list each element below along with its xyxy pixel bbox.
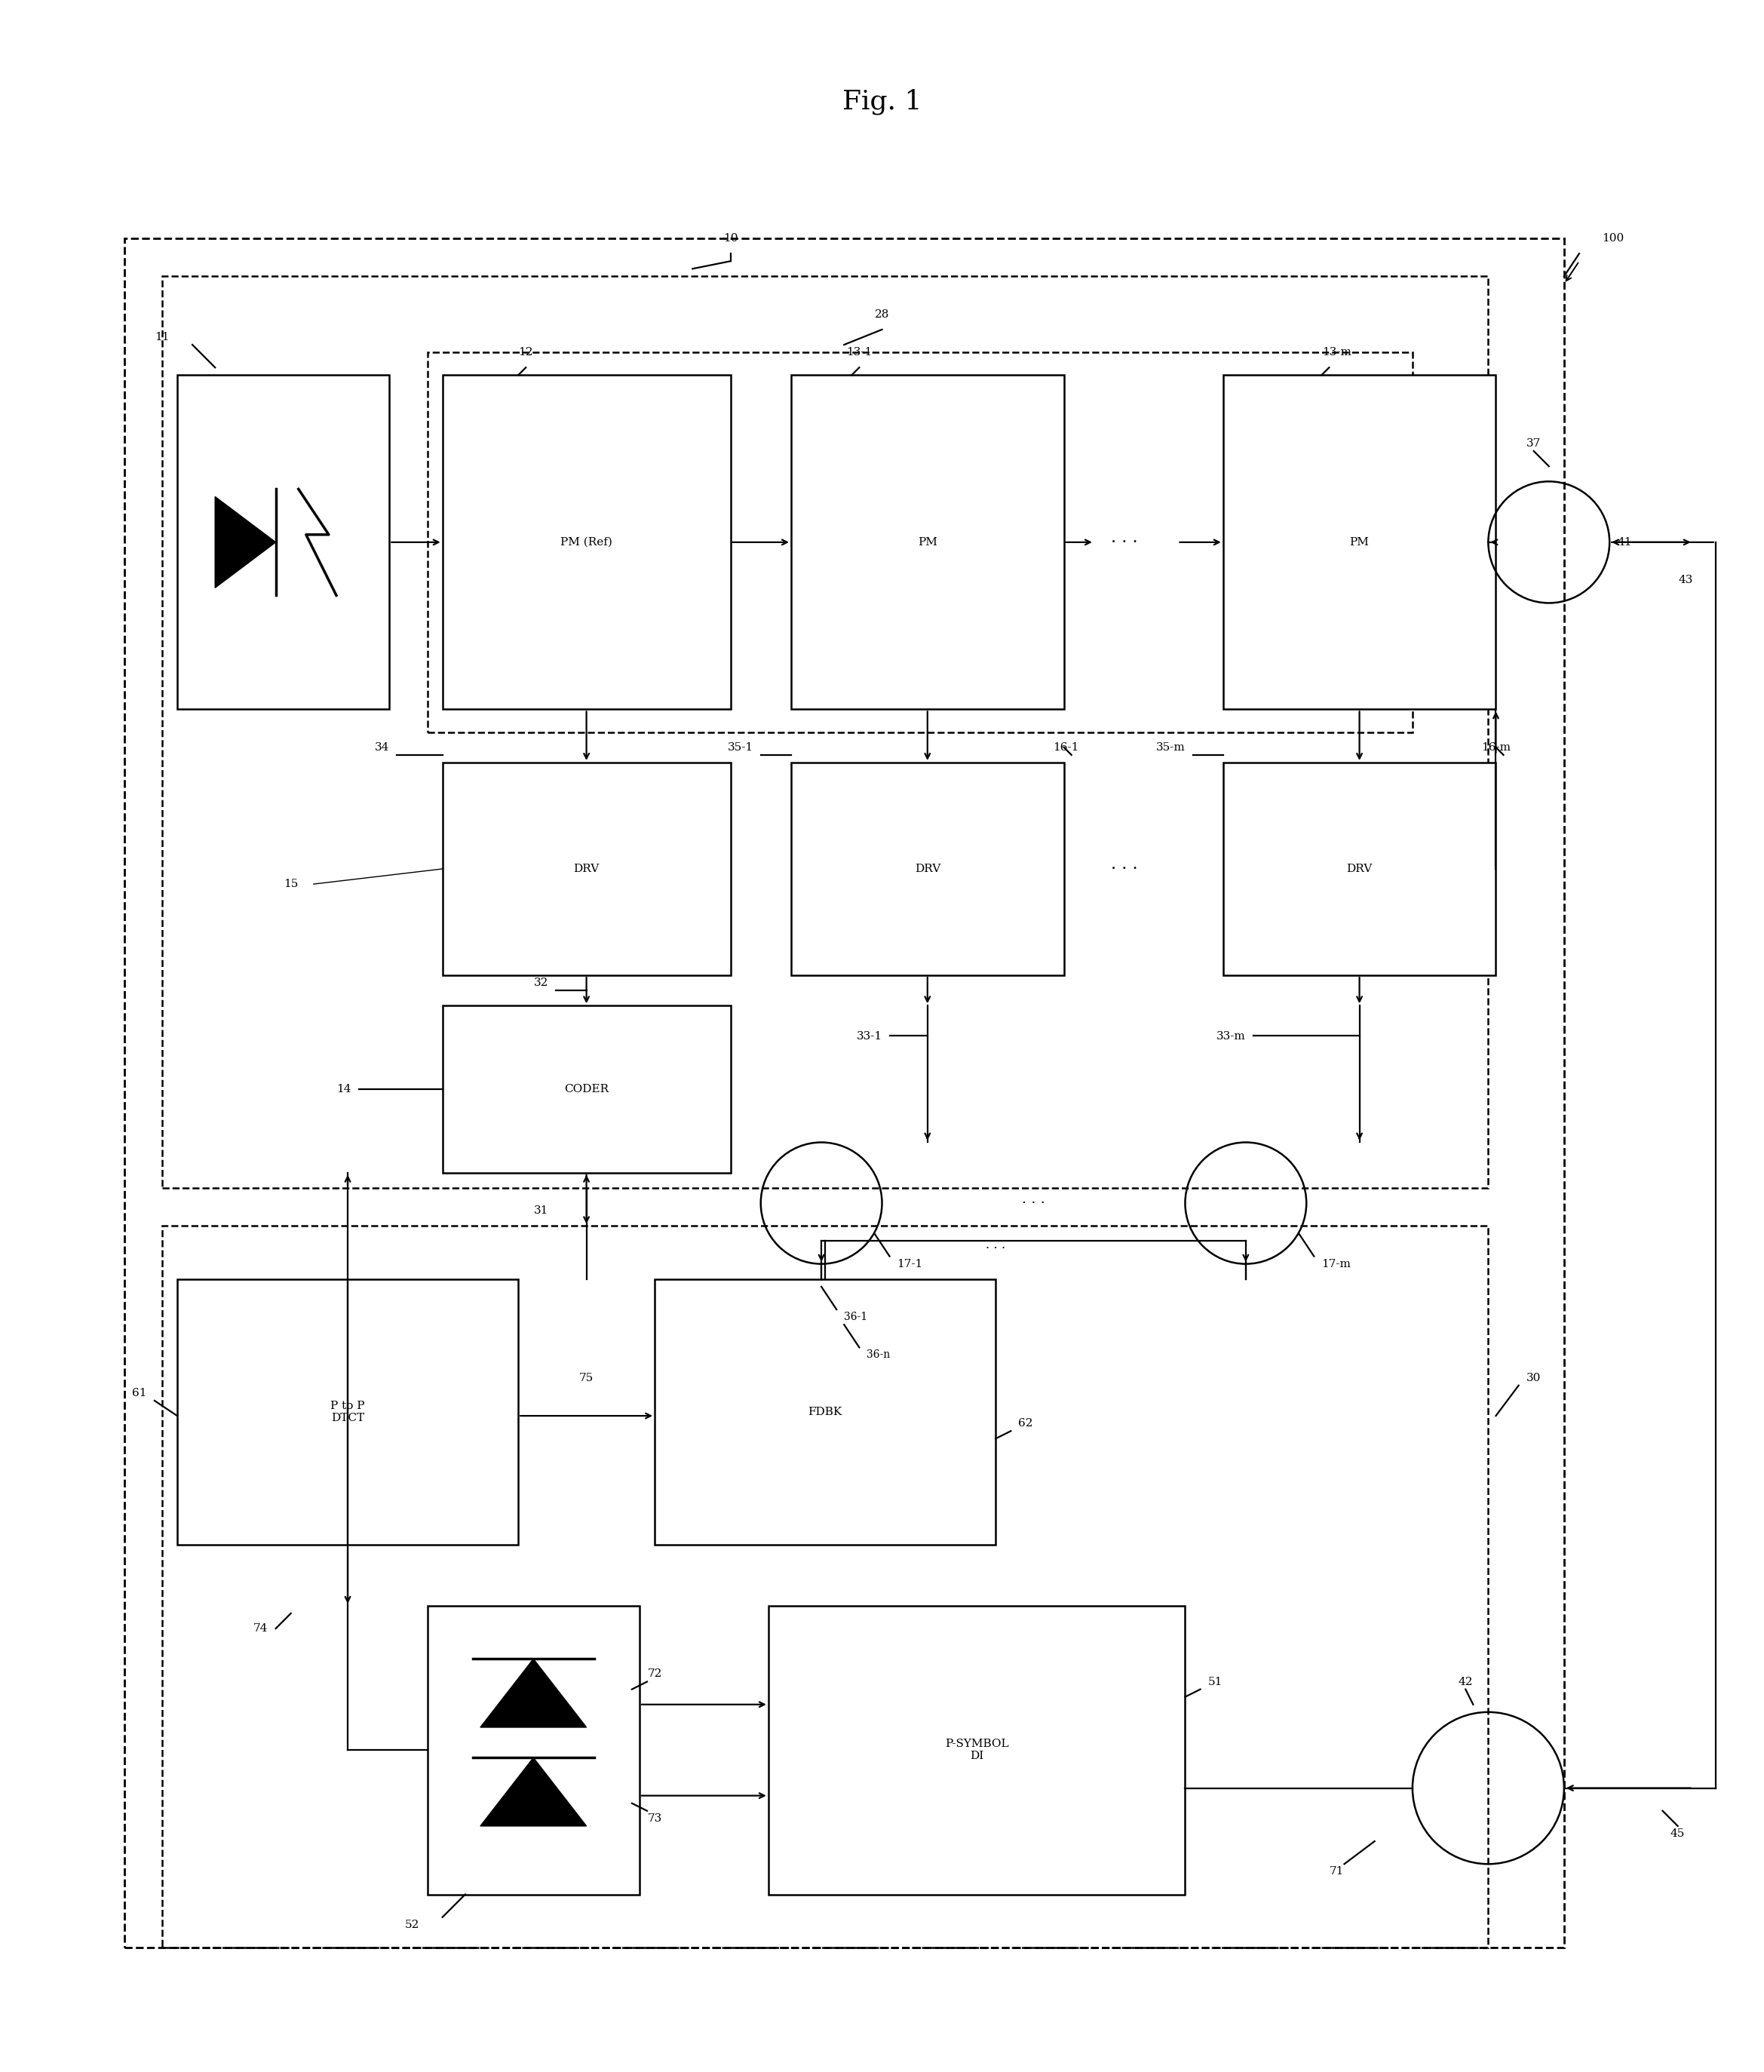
Text: 28: 28 bbox=[875, 309, 889, 319]
Text: 61: 61 bbox=[132, 1388, 146, 1399]
Bar bbox=[790, 762, 1064, 976]
Bar bbox=[654, 1278, 995, 1546]
Text: 32: 32 bbox=[534, 978, 549, 988]
Bar bbox=[123, 238, 1565, 1948]
Text: 13-m: 13-m bbox=[1321, 346, 1351, 358]
Text: 71: 71 bbox=[1330, 1867, 1344, 1877]
Text: · · ·: · · · bbox=[986, 1243, 1005, 1256]
Text: 11: 11 bbox=[155, 332, 169, 342]
Text: 35-m: 35-m bbox=[1155, 742, 1185, 752]
Text: DRV: DRV bbox=[914, 864, 940, 874]
Bar bbox=[443, 762, 730, 976]
Text: CODER: CODER bbox=[564, 1084, 609, 1094]
Text: 17-1: 17-1 bbox=[898, 1258, 923, 1270]
Text: · · ·: · · · bbox=[1021, 1196, 1046, 1210]
Text: 14: 14 bbox=[337, 1084, 351, 1094]
Text: 30: 30 bbox=[1526, 1372, 1540, 1384]
Bar bbox=[162, 1227, 1489, 1948]
Text: 62: 62 bbox=[1018, 1417, 1034, 1430]
Text: 74: 74 bbox=[254, 1622, 268, 1635]
Bar bbox=[176, 1278, 519, 1546]
Text: 42: 42 bbox=[1459, 1676, 1473, 1687]
Text: 36-n: 36-n bbox=[866, 1349, 891, 1361]
Text: PM: PM bbox=[917, 537, 937, 547]
Bar bbox=[790, 375, 1064, 709]
Bar bbox=[427, 1606, 640, 1894]
Text: 35-1: 35-1 bbox=[727, 742, 753, 752]
Text: DRV: DRV bbox=[573, 864, 600, 874]
Bar bbox=[176, 375, 390, 709]
Text: 73: 73 bbox=[647, 1813, 662, 1823]
Text: PM (Ref): PM (Ref) bbox=[561, 537, 612, 547]
Text: 45: 45 bbox=[1671, 1828, 1685, 1840]
Bar bbox=[1222, 375, 1496, 709]
Text: P-SYMBOL
DI: P-SYMBOL DI bbox=[946, 1738, 1009, 1761]
Text: PM: PM bbox=[1349, 537, 1369, 547]
Text: P to P
DTCT: P to P DTCT bbox=[330, 1401, 365, 1423]
Text: 34: 34 bbox=[374, 742, 390, 752]
Text: 36-1: 36-1 bbox=[845, 1312, 868, 1322]
Bar bbox=[443, 375, 730, 709]
Text: 52: 52 bbox=[404, 1919, 420, 1929]
Text: 51: 51 bbox=[1208, 1676, 1222, 1687]
Text: · · ·: · · · bbox=[1111, 535, 1138, 551]
Text: 41: 41 bbox=[1618, 537, 1632, 547]
Polygon shape bbox=[480, 1660, 586, 1728]
Text: 100: 100 bbox=[1602, 232, 1625, 244]
Text: 15: 15 bbox=[284, 879, 298, 889]
Bar bbox=[769, 1606, 1185, 1894]
Text: 10: 10 bbox=[723, 232, 737, 244]
Text: 16-1: 16-1 bbox=[1053, 742, 1080, 752]
Text: 33-1: 33-1 bbox=[856, 1030, 882, 1042]
Text: Fig. 1: Fig. 1 bbox=[841, 89, 923, 114]
Bar bbox=[162, 276, 1489, 1187]
Text: DRV: DRV bbox=[1346, 864, 1372, 874]
Bar bbox=[427, 352, 1413, 731]
Text: 33-m: 33-m bbox=[1217, 1030, 1245, 1042]
Text: 72: 72 bbox=[647, 1668, 662, 1680]
Polygon shape bbox=[480, 1757, 586, 1825]
Polygon shape bbox=[215, 497, 275, 588]
Text: 16-m: 16-m bbox=[1482, 742, 1512, 752]
Text: 31: 31 bbox=[534, 1206, 549, 1216]
Bar bbox=[1222, 762, 1496, 976]
Text: 17-m: 17-m bbox=[1321, 1258, 1351, 1270]
Text: 37: 37 bbox=[1526, 437, 1540, 450]
Text: · · ·: · · · bbox=[1111, 860, 1138, 876]
Text: 75: 75 bbox=[579, 1372, 594, 1384]
Text: 13-1: 13-1 bbox=[847, 346, 871, 358]
Text: FDBK: FDBK bbox=[808, 1407, 841, 1417]
Bar bbox=[443, 1005, 730, 1173]
Text: 12: 12 bbox=[519, 346, 533, 358]
Text: 43: 43 bbox=[1678, 574, 1693, 586]
